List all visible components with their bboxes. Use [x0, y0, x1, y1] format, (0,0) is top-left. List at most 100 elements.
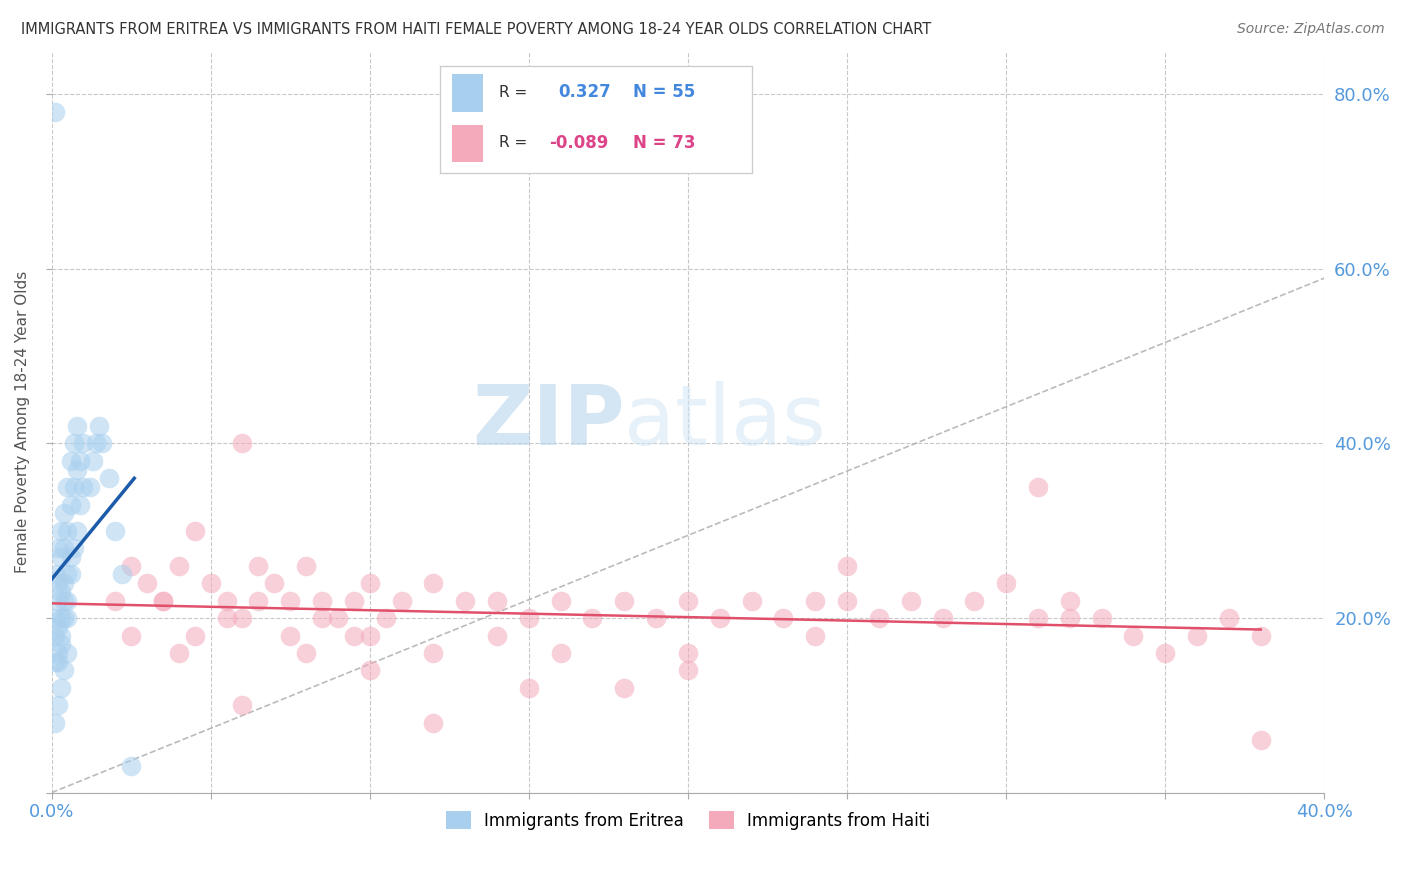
Text: ZIP: ZIP [472, 381, 624, 462]
Point [56, 480, 79, 494]
Point [359, 576, 381, 591]
Point [53, 506, 76, 520]
Point [517, 681, 540, 695]
Point [72, 480, 94, 494]
Point [517, 611, 540, 625]
Point [44, 104, 66, 119]
Point [72, 436, 94, 450]
Point [231, 698, 253, 713]
Point [59, 454, 82, 468]
Point [804, 628, 827, 642]
Point [900, 593, 922, 607]
Point [56, 524, 79, 538]
Point [44, 628, 66, 642]
Point [454, 593, 477, 607]
Point [49, 681, 72, 695]
Point [1250, 628, 1272, 642]
Point [46, 698, 69, 713]
Point [311, 611, 333, 625]
Point [53, 576, 76, 591]
Point [53, 664, 76, 678]
Point [62, 436, 84, 450]
Point [931, 611, 953, 625]
Point [79, 480, 101, 494]
Point [56, 567, 79, 582]
Point [676, 593, 699, 607]
Point [91, 436, 114, 450]
Point [359, 664, 381, 678]
Point [645, 611, 668, 625]
Point [104, 524, 127, 538]
Text: IMMIGRANTS FROM ERITREA VS IMMIGRANTS FROM HAITI FEMALE POVERTY AMONG 18-24 YEAR: IMMIGRANTS FROM ERITREA VS IMMIGRANTS FR… [21, 22, 931, 37]
Point [62, 541, 84, 556]
Legend: Immigrants from Eritrea, Immigrants from Haiti: Immigrants from Eritrea, Immigrants from… [439, 805, 936, 837]
Point [44, 611, 66, 625]
Point [247, 558, 270, 573]
Point [46, 541, 69, 556]
Point [104, 593, 127, 607]
Point [84, 436, 107, 450]
Point [676, 646, 699, 660]
Point [835, 558, 858, 573]
Point [62, 480, 84, 494]
Point [343, 593, 366, 607]
Point [69, 498, 91, 512]
Point [422, 646, 444, 660]
Point [1059, 593, 1081, 607]
Point [120, 759, 142, 773]
Point [46, 655, 69, 669]
Point [44, 715, 66, 730]
Point [49, 585, 72, 599]
Point [613, 681, 636, 695]
Point [136, 576, 159, 591]
Point [1185, 628, 1208, 642]
Point [46, 620, 69, 634]
Point [772, 611, 794, 625]
Point [46, 646, 69, 660]
Point [66, 463, 89, 477]
Point [868, 611, 890, 625]
Point [835, 593, 858, 607]
Point [89, 419, 111, 434]
Point [49, 549, 72, 564]
Point [200, 576, 222, 591]
Point [56, 646, 79, 660]
Point [676, 664, 699, 678]
Point [486, 628, 509, 642]
Point [49, 524, 72, 538]
Point [152, 593, 174, 607]
Point [49, 628, 72, 642]
Point [1091, 611, 1114, 625]
Point [613, 593, 636, 607]
Point [69, 454, 91, 468]
Point [183, 524, 205, 538]
Point [741, 593, 763, 607]
Point [1026, 611, 1049, 625]
Point [1154, 646, 1177, 660]
Point [59, 567, 82, 582]
Point [110, 567, 132, 582]
Point [311, 593, 333, 607]
Point [1026, 480, 1049, 494]
Point [422, 576, 444, 591]
Point [56, 611, 79, 625]
Point [215, 593, 238, 607]
Point [1250, 733, 1272, 747]
Point [1059, 611, 1081, 625]
Point [215, 611, 238, 625]
Point [374, 611, 396, 625]
Point [97, 471, 120, 485]
Point [343, 628, 366, 642]
Point [231, 436, 253, 450]
Point [53, 611, 76, 625]
Point [709, 611, 731, 625]
Point [247, 593, 270, 607]
Point [804, 593, 827, 607]
Point [167, 646, 190, 660]
Point [231, 611, 253, 625]
Point [995, 576, 1018, 591]
Point [53, 541, 76, 556]
Point [82, 454, 104, 468]
Point [359, 628, 381, 642]
Point [263, 576, 285, 591]
